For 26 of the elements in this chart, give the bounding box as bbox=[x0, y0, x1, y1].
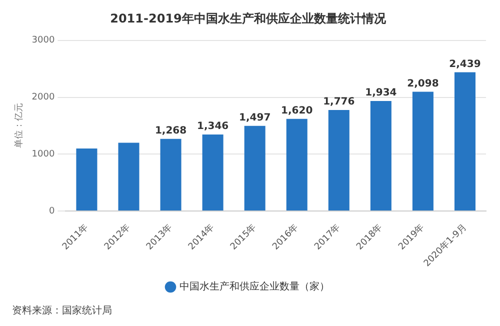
bar bbox=[76, 148, 98, 211]
bar bbox=[160, 138, 182, 211]
data-label: 1,934 bbox=[365, 88, 397, 99]
y-tick-label: 1000 bbox=[32, 150, 55, 160]
y-tick-label: 0 bbox=[48, 206, 55, 216]
y-tick-label: 2000 bbox=[32, 92, 55, 103]
text: 资料来源：国家统计局 bbox=[12, 304, 112, 317]
data-label: 1,776 bbox=[323, 96, 355, 108]
bar bbox=[244, 126, 266, 211]
data-label: 1,620 bbox=[281, 105, 313, 116]
chart-title: 2011-2019年中国水生产和供应企业数量统计情况 bbox=[110, 11, 387, 26]
data-label: 1,346 bbox=[196, 121, 229, 132]
bar bbox=[286, 118, 308, 211]
bar bbox=[328, 110, 350, 211]
data-label: 1,268 bbox=[154, 126, 187, 137]
data-label: 2,098 bbox=[407, 78, 439, 90]
bar bbox=[412, 92, 434, 211]
bar bbox=[118, 142, 140, 211]
data-label: 1,497 bbox=[239, 112, 271, 124]
data-label: 2,439 bbox=[449, 58, 481, 70]
bar bbox=[370, 101, 392, 211]
bar bbox=[202, 134, 224, 211]
y-tick-label: 3000 bbox=[32, 36, 55, 46]
y-axis-title: 单位：亿元 bbox=[14, 103, 25, 148]
legend-label: 中国水生产和供应企业数量（家） bbox=[180, 280, 330, 293]
bar bbox=[454, 72, 476, 211]
